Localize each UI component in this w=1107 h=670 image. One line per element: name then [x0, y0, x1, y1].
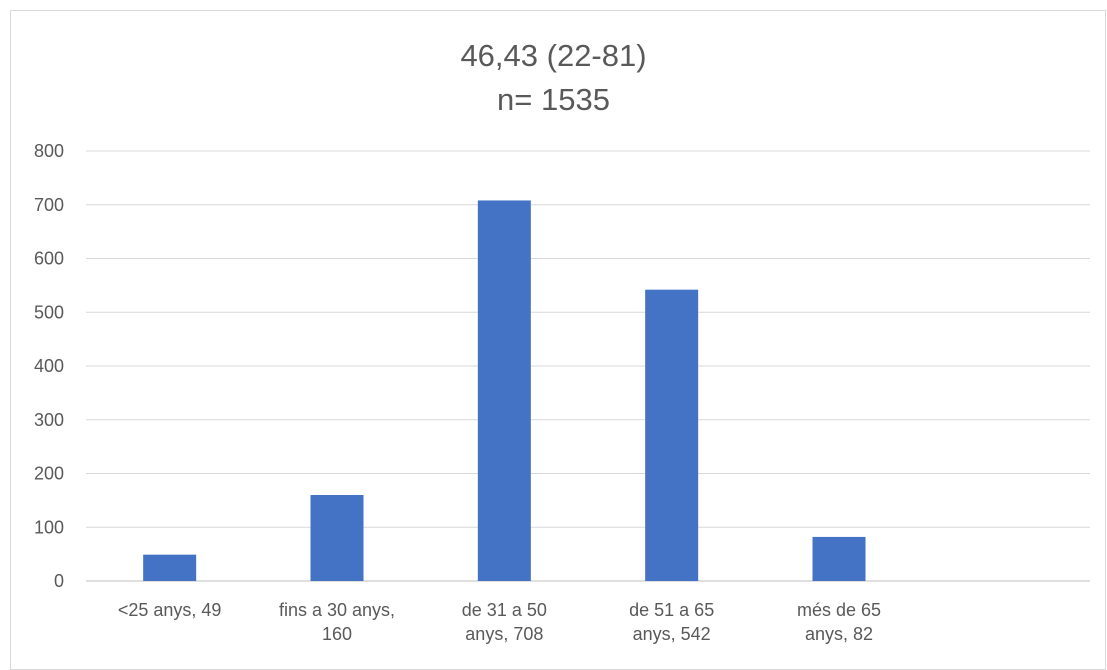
- chart-subtitle: n= 1535: [497, 82, 610, 117]
- y-tick-label: 800: [34, 141, 64, 161]
- x-category-label: anys, 82: [805, 624, 873, 644]
- y-tick-label: 700: [34, 195, 64, 215]
- y-tick-label: 500: [34, 302, 64, 322]
- y-tick-label: 300: [34, 410, 64, 430]
- x-axis-labels: <25 anys, 49 fins a 30 anys, 160 de 31 a 50…: [118, 600, 881, 644]
- bar-3: [645, 289, 699, 581]
- x-category-label: <25 anys, 49: [118, 600, 222, 620]
- x-category-label: fins a 30 anys,: [279, 600, 395, 620]
- y-tick-label: 400: [34, 356, 64, 376]
- bars: [143, 200, 866, 581]
- y-tick-label: 100: [34, 517, 64, 537]
- bar-0: [143, 554, 197, 581]
- chart-title: 46,43 (22-81): [460, 38, 647, 73]
- x-category-label: més de 65: [797, 600, 881, 620]
- x-category-label: de 31 a 50: [462, 600, 547, 620]
- x-category-label: 160: [322, 624, 352, 644]
- bar-2: [477, 200, 531, 581]
- x-category-label: anys, 542: [633, 624, 711, 644]
- bar-1: [310, 495, 364, 581]
- y-tick-label: 0: [54, 571, 64, 591]
- x-category-label: anys, 708: [465, 624, 543, 644]
- y-tick-label: 600: [34, 249, 64, 269]
- y-axis-ticks: 0 100 200 300 400 500 600 700 800: [34, 141, 64, 591]
- x-category-label: de 51 a 65: [629, 600, 714, 620]
- y-tick-label: 200: [34, 464, 64, 484]
- bar-4: [812, 536, 866, 581]
- gridlines: [86, 150, 1090, 582]
